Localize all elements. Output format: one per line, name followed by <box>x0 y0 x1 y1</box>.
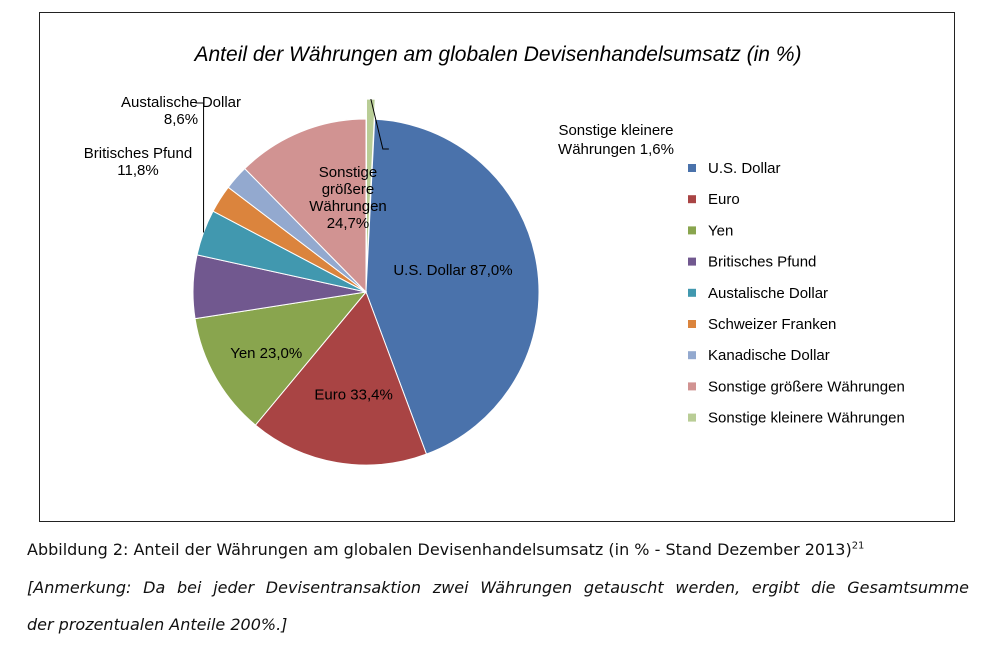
legend-swatch-u-s-dollar <box>688 164 696 172</box>
pie-chart: Anteil der Währungen am globalen Devisen… <box>84 43 905 466</box>
legend-swatch-yen <box>688 226 696 235</box>
data-label-sonstige-kleinere-line-1: Sonstige kleinere <box>558 122 673 139</box>
legend-label-euro: Euro <box>708 191 740 208</box>
data-label-sonstige-groessere-line-3: Währungen <box>309 198 387 215</box>
legend-swatch-kanadische-dollar <box>688 351 696 360</box>
data-label-sonstige-groessere-line-4: 24,7% <box>327 215 370 232</box>
data-label-sonstige-groessere-line-1: Sonstige <box>319 164 377 181</box>
pie-slice-u-s-dollar <box>365 118 540 455</box>
legend-label-kanadische-dollar: Kanadische Dollar <box>708 347 830 364</box>
leader-line-austalische-dollar <box>195 102 205 233</box>
data-label-austalische-dollar-line-2: 8,6% <box>164 111 198 128</box>
caption-text: Abbildung 2: Anteil der Währungen am glo… <box>27 540 852 559</box>
legend-swatch-austalische-dollar <box>688 288 696 297</box>
pie-slice-yen <box>194 291 368 426</box>
pie-slice-sonstige-kleinere-waehrungen <box>366 98 376 273</box>
data-label-us-dollar: U.S. Dollar 87,0% <box>393 262 512 279</box>
legend-label-yen: Yen <box>708 222 733 239</box>
data-label-yen: Yen 23,0% <box>230 345 302 362</box>
leader-line-sonstige-kleinere <box>370 98 389 150</box>
legend-label-schweizer-franken: Schweizer Franken <box>708 316 836 333</box>
pie-slice-sonstige-groessere-waehrungen <box>244 118 367 294</box>
footnote-ref: 21 <box>851 540 865 552</box>
legend-label-britisches-pfund: Britisches Pfund <box>708 254 816 271</box>
data-label-sonstige-groessere-line-2: größere <box>322 181 375 198</box>
data-label-sonstige-kleinere-line-2: Währungen 1,6% <box>558 141 674 158</box>
legend-swatch-sonstige-groessere-waehrungen <box>688 382 696 391</box>
figure-caption: Abbildung 2: Anteil der Währungen am glo… <box>27 540 864 559</box>
data-label-britisches-pfund-line-2: 11,8% <box>117 162 158 179</box>
chart-frame: Anteil der Währungen am globalen Devisen… <box>39 12 955 522</box>
legend-label-sonstige-groessere-waehrungen: Sonstige größere Währungen <box>708 378 905 395</box>
chart-title: Anteil der Währungen am globalen Devisen… <box>193 43 802 66</box>
pie-slice-euro <box>254 291 428 466</box>
legend-swatch-britisches-pfund <box>688 257 696 266</box>
legend-swatch-euro <box>688 195 696 204</box>
legend-swatch-sonstige-kleinere-waehrungen <box>688 413 696 422</box>
caption-note-line-2: der prozentualen Anteile 200%.] <box>27 615 288 634</box>
caption-note-line-1: [Anmerkung: Da bei jeder Devisentransakt… <box>27 578 969 597</box>
data-label-austalische-dollar-line-1: Austalische Dollar <box>121 94 241 111</box>
data-label-britisches-pfund-line-1: Britisches Pfund <box>84 145 192 162</box>
legend-label-u-s-dollar: U.S. Dollar <box>708 160 781 177</box>
legend-label-sonstige-kleinere-waehrungen: Sonstige kleinere Währungen <box>708 410 905 427</box>
legend-label-austalische-dollar: Austalische Dollar <box>708 285 828 302</box>
data-label-euro: Euro 33,4% <box>314 386 392 403</box>
legend-swatch-schweizer-franken <box>688 320 696 328</box>
